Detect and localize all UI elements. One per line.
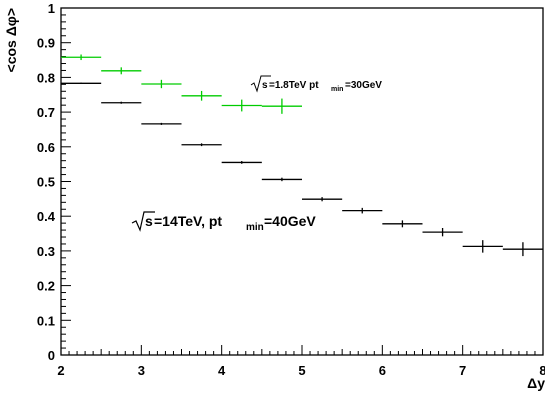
annotation-14000-sub: min	[246, 222, 264, 233]
x-tick-label: 2	[57, 363, 64, 378]
plot-frame	[60, 7, 544, 356]
data-point	[342, 207, 383, 214]
y-tick-label: 0.1	[37, 313, 55, 328]
annotation-1800-s: s	[262, 80, 268, 91]
sqrt-symbol	[131, 211, 155, 232]
x-axis-title: Δy	[527, 375, 545, 391]
data-point	[61, 82, 102, 84]
y-tick-label: 0.8	[37, 70, 55, 85]
x-tick-label: 5	[298, 363, 305, 378]
sqrt-symbol	[250, 75, 271, 93]
y-tick-label: 0.9	[37, 36, 55, 51]
data-point	[61, 54, 102, 61]
annotation-14000-text-post: =40GeV	[264, 213, 316, 229]
x-tick-label: 3	[138, 363, 145, 378]
y-tick-label: 0.2	[37, 279, 55, 294]
annotation-1800-text: =1.8TeV pt	[269, 80, 319, 91]
x-tick-label: 8	[539, 363, 545, 378]
y-tick-label: 0.6	[37, 140, 55, 155]
y-tick-label: 1	[48, 1, 55, 16]
y-tick-label: 0.7	[37, 105, 55, 120]
x-tick-label: 6	[379, 363, 386, 378]
data-point	[141, 122, 182, 125]
data-point	[422, 227, 463, 237]
data-point	[261, 177, 302, 182]
data-point	[462, 240, 503, 253]
data-point	[181, 143, 222, 147]
annotation-1800: s =1.8TeV pt min =30GeV	[250, 75, 382, 93]
data-point	[261, 98, 302, 114]
annotation-1800-sub: min	[331, 86, 343, 93]
data-point	[502, 242, 543, 257]
y-tick-label: 0.5	[37, 175, 55, 190]
annotation-14000-s: s	[145, 213, 153, 229]
data-point	[221, 99, 262, 112]
annotation-14000-text: =14TeV, pt	[154, 213, 222, 229]
y-tick-label: 0.4	[37, 209, 56, 224]
data-point	[221, 161, 262, 164]
data-point	[181, 90, 222, 101]
data-point	[141, 79, 182, 89]
x-tick-label: 7	[459, 363, 466, 378]
y-axis-title: <cos Δφ>	[3, 8, 19, 72]
data-point	[101, 67, 142, 75]
data-point	[101, 101, 142, 104]
annotation-1800-text-post: =30GeV	[345, 80, 382, 91]
annotation-14000: s =14TeV, pt min =40GeV	[131, 211, 316, 233]
data-point	[302, 197, 343, 202]
y-tick-label: 0.3	[37, 244, 55, 259]
x-tick-label: 4	[218, 363, 226, 378]
y-tick-label: 0	[48, 348, 55, 363]
data-point	[382, 220, 423, 228]
